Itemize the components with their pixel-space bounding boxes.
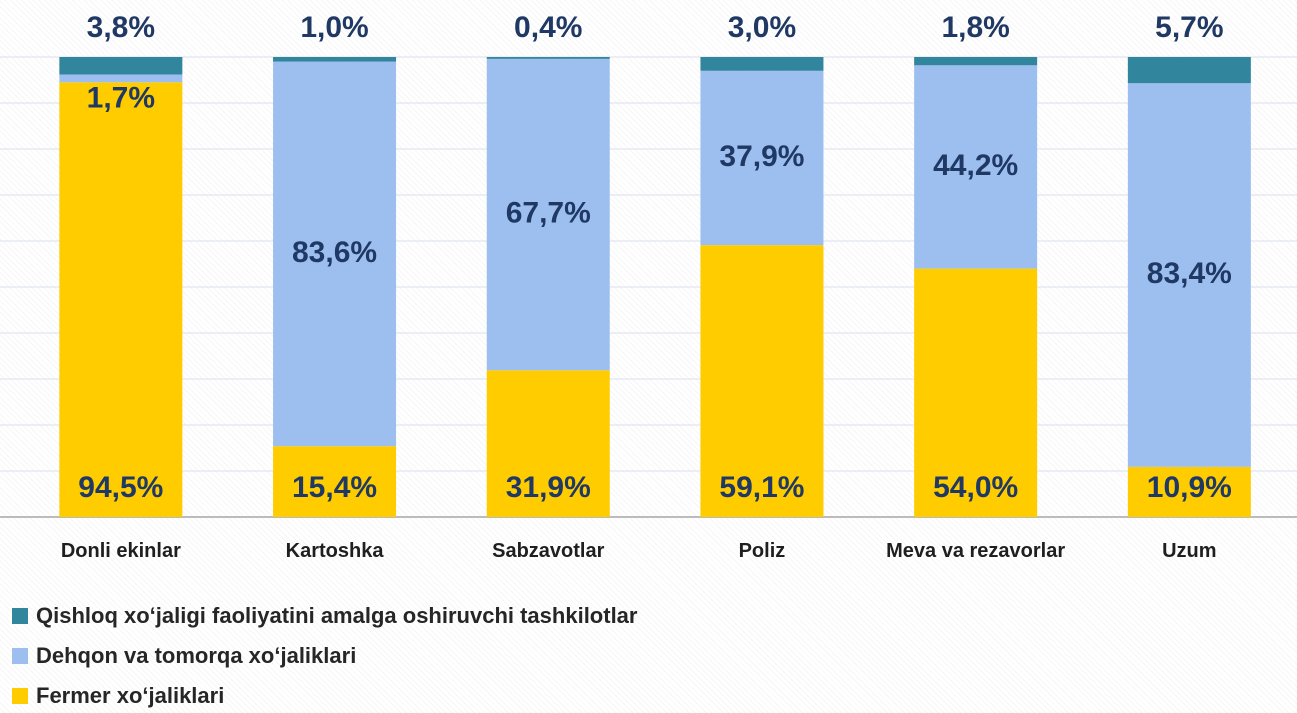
value-label: 3,0% <box>728 11 796 44</box>
bar-segment <box>273 61 397 447</box>
bar-segment <box>273 446 397 517</box>
bar-segment <box>700 57 824 71</box>
legend-item: Qishloq xo‘jaligi faoliyatini amalga osh… <box>12 603 637 629</box>
value-label: 83,4% <box>1147 257 1232 290</box>
legend-swatch <box>12 648 28 664</box>
bar-segment <box>1127 466 1251 517</box>
value-label: 10,9% <box>1147 471 1232 504</box>
value-label: 37,9% <box>719 140 804 173</box>
x-tick-label: Poliz <box>738 540 786 562</box>
value-label: 59,1% <box>719 471 804 504</box>
value-label: 44,2% <box>933 149 1018 182</box>
value-label: 1,0% <box>300 11 368 44</box>
value-label: 31,9% <box>506 471 591 504</box>
x-tick-label: Sabzavotlar <box>492 540 605 562</box>
bar-segment <box>914 65 1038 269</box>
bar-segment <box>700 245 824 517</box>
value-label: 67,7% <box>506 196 591 229</box>
x-tick-label: Kartoshka <box>285 540 384 562</box>
legend-swatch <box>12 608 28 624</box>
bar-segment <box>273 57 397 62</box>
x-tick-label: Uzum <box>1162 540 1217 562</box>
legend-label: Qishloq xo‘jaligi faoliyatini amalga osh… <box>36 603 638 628</box>
value-label: 94,5% <box>78 471 163 504</box>
value-label: 15,4% <box>292 471 377 504</box>
legend-item: Dehqon va tomorqa xo‘jaliklari <box>12 643 356 669</box>
bar-segment <box>700 70 824 246</box>
bar-segment <box>59 82 183 518</box>
legend-item: Fermer xo‘jaliklari <box>12 683 224 709</box>
value-label: 5,7% <box>1155 11 1223 44</box>
bar-segment <box>486 370 610 517</box>
value-label: 54,0% <box>933 471 1018 504</box>
bar-segment <box>486 57 610 59</box>
bar-segment <box>914 57 1038 66</box>
bar-segment <box>59 57 183 75</box>
bar-segment <box>914 268 1038 517</box>
value-label: 0,4% <box>514 11 582 44</box>
value-label: 1,8% <box>941 11 1009 44</box>
bar-segment <box>1127 57 1251 84</box>
x-tick-label: Donli ekinlar <box>60 540 181 562</box>
bar-segment <box>59 74 183 83</box>
value-label: 83,6% <box>292 236 377 269</box>
value-label: 3,8% <box>87 11 155 44</box>
value-label: 1,7% <box>87 81 155 114</box>
bar-segment <box>486 58 610 371</box>
x-tick-label: Meva va rezavorlar <box>886 540 1066 562</box>
bar-segment <box>1127 83 1251 467</box>
legend-swatch <box>12 688 28 704</box>
legend-label: Fermer xo‘jaliklari <box>36 683 225 708</box>
legend-label: Dehqon va tomorqa xo‘jaliklari <box>36 643 357 668</box>
